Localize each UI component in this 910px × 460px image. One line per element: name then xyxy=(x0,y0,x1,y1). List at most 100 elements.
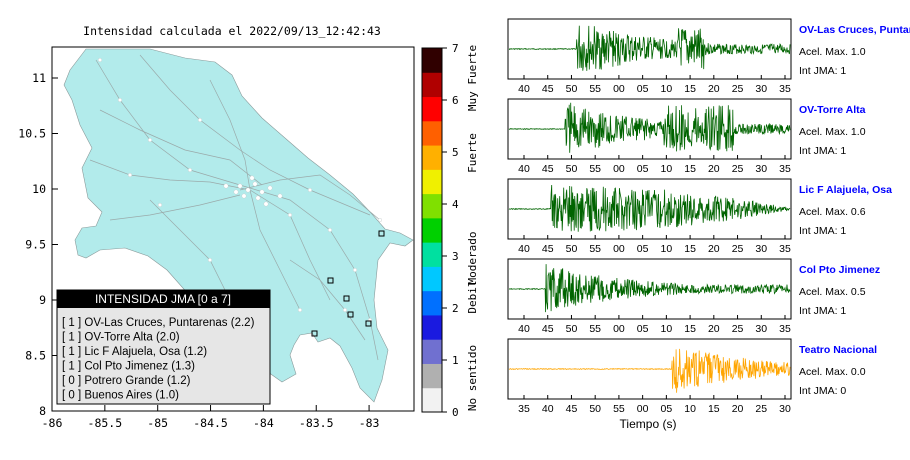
seismogram-x-tick-label: 15 xyxy=(684,163,696,175)
seismogram-x-tick-label: 10 xyxy=(661,323,673,335)
land-mass xyxy=(63,48,414,403)
seismogram-x-tick-label: 10 xyxy=(661,83,673,95)
seismogram-x-tick-label: 50 xyxy=(589,403,601,415)
map-x-tick-label: -85.5 xyxy=(88,416,123,430)
seismogram-x-tick-label: 40 xyxy=(518,323,530,335)
seismogram-station-name: Col Pto Jimenez xyxy=(799,264,880,276)
map-x-tick-label: -86 xyxy=(42,416,63,430)
seismogram-station-name: OV-Torre Alta xyxy=(799,104,866,116)
colorbar-band xyxy=(422,290,442,316)
seismogram-x-tick-label: 55 xyxy=(589,163,601,175)
colorbar-band xyxy=(422,72,442,98)
seismogram-x-tick-label: 30 xyxy=(755,163,767,175)
legend-item: [ 1 ] Lic F Alajuela, Osa (1.2) xyxy=(62,346,207,358)
legend-header xyxy=(57,290,270,308)
map-y-tick-label: 9 xyxy=(39,293,46,307)
seismogram-2: 40 45 50 55 00 05 10 15 20 25 30 35 OV-Torre Alta Ace… xyxy=(507,98,866,175)
seismogram-trace xyxy=(508,25,791,71)
colorbar-label-debil: Debil xyxy=(466,280,479,313)
colorbar-band xyxy=(422,217,442,243)
seismogram-x-tick-label: 05 xyxy=(637,163,649,175)
colorbar-tick-label: 0 xyxy=(452,406,459,419)
seismogram-x-tick-label: 25 xyxy=(732,163,744,175)
colorbar-tick-label: 1 xyxy=(452,354,459,367)
legend-item: [ 0 ] Buenos Aires (1.0) xyxy=(62,390,179,402)
seismogram-int-jma: Int JMA: 0 xyxy=(799,385,846,397)
station-markers[interactable] xyxy=(311,230,385,337)
seismogram-x-tick-label: 50 xyxy=(566,243,578,255)
map-y-tick-label: 10 xyxy=(32,182,46,196)
colorbar-label-no-sentido: No sentido xyxy=(466,345,479,411)
seismogram-3: 40 45 50 55 00 05 10 15 20 25 30 35 Lic F Alajuela, … xyxy=(507,178,892,255)
seismogram-x-tick-label: 20 xyxy=(708,83,720,95)
map-x-tick-label: -84 xyxy=(253,416,274,430)
colorbar-label-fuerte: Fuerte xyxy=(466,133,479,173)
seismogram-int-jma: Int JMA: 1 xyxy=(799,225,846,237)
seismogram-x-tick-label: 45 xyxy=(542,323,554,335)
seismogram-int-jma: Int JMA: 1 xyxy=(799,305,846,317)
map-panel: Intensidad calculada el 2022/09/13_12:42… xyxy=(18,24,415,430)
city-markers xyxy=(97,58,383,323)
seismogram-x-tick-label: 45 xyxy=(542,163,554,175)
seismogram-x-tick-label: 55 xyxy=(613,403,625,415)
legend-item: [ 0 ] Potrero Grande (1.2) xyxy=(62,375,191,387)
colorbar-tick-label: 4 xyxy=(452,198,459,211)
map-title: Intensidad calculada el 2022/09/13_12:42… xyxy=(83,24,381,38)
seismogram-int-jma: Int JMA: 1 xyxy=(799,145,846,157)
seismogram-x-tick-label: 15 xyxy=(684,83,696,95)
seismogram-x-tick-label: 10 xyxy=(661,163,673,175)
colorbar-band xyxy=(422,242,442,267)
colorbar-band xyxy=(422,339,442,364)
colorbar-tick-label: 2 xyxy=(452,302,459,315)
road-network xyxy=(89,54,381,361)
seismogram-trace xyxy=(508,348,791,393)
legend-title: INTENSIDAD JMA [0 a 7] xyxy=(95,292,231,306)
colorbar-tick-label: 3 xyxy=(452,250,459,263)
seismogram-x-tick-label: 00 xyxy=(613,323,625,335)
map-x-tick-label: -83.5 xyxy=(299,416,334,430)
seismogram-x-tick-label: 05 xyxy=(637,243,649,255)
seismogram-x-tick-label: 50 xyxy=(566,163,578,175)
colorbar-band xyxy=(422,145,442,170)
colorbar-tick-label: 5 xyxy=(452,146,459,159)
seismogram-5: 35 40 45 50 55 00 05 10 15 20 25 30 Teatro Nacional A… xyxy=(507,338,877,415)
seismogram-x-tick-label: 10 xyxy=(684,403,696,415)
seismogram-x-tick-label: 40 xyxy=(518,83,530,95)
map-y-tick-label: 8.5 xyxy=(25,349,46,363)
seismogram-x-tick-label: 00 xyxy=(613,163,625,175)
seismogram-int-jma: Int JMA: 1 xyxy=(799,65,846,77)
seismogram-x-tick-label: 45 xyxy=(542,243,554,255)
seismogram-x-tick-label: 40 xyxy=(518,243,530,255)
colorbar-bands xyxy=(422,48,442,413)
seismogram-x-tick-label: 45 xyxy=(542,83,554,95)
colorbar-band xyxy=(422,266,442,292)
seismogram-x-tick-label: 30 xyxy=(779,403,791,415)
colorbar: 7 6 5 4 3 2 1 0 Muy Fuerte Fuerte Moderado Debi… xyxy=(421,42,479,419)
seismogram-station-name: Teatro Nacional xyxy=(799,344,877,356)
seismogram-x-tick-label: 15 xyxy=(708,403,720,415)
colorbar-frame xyxy=(421,47,443,413)
seismogram-trace xyxy=(509,264,791,313)
seismogram-x-tick-label: 30 xyxy=(755,323,767,335)
colorbar-tick-label: 7 xyxy=(452,42,459,55)
seismogram-x-tick-label: 20 xyxy=(708,243,720,255)
colorbar-ticks: 7 6 5 4 3 2 1 0 xyxy=(442,42,459,419)
seismogram-x-tick-label: 30 xyxy=(755,243,767,255)
seismogram-x-tick-label: 05 xyxy=(637,83,649,95)
legend-items: [ 1 ] OV-Las Cruces, Puntarenas (2.2) [ 1… xyxy=(62,317,255,402)
seismogram-panels: 40 45 50 55 00 05 10 15 20 25 30 35 OV-Las Cruces, P… xyxy=(507,18,910,415)
seismogram-x-tick-label: 55 xyxy=(589,323,601,335)
seismogram-acel-max: Acel. Max. 0.6 xyxy=(799,206,866,218)
seismogram-x-tick-label: 35 xyxy=(779,323,791,335)
seismogram-x-tick-label: 10 xyxy=(661,243,673,255)
seismogram-x-tick-label: 20 xyxy=(708,323,720,335)
seismogram-x-tick-label: 45 xyxy=(566,403,578,415)
legend-item: [ 1 ] OV-Las Cruces, Puntarenas (2.2) xyxy=(62,317,255,329)
colorbar-band xyxy=(422,387,442,413)
seismogram-x-tick-label: 55 xyxy=(589,83,601,95)
seismogram-x-tick-label: 15 xyxy=(684,243,696,255)
seismogram-x-tick-label: 00 xyxy=(613,83,625,95)
map-x-tick-label: -85 xyxy=(147,416,168,430)
seismogram-acel-max: Acel. Max. 0.0 xyxy=(799,366,866,378)
